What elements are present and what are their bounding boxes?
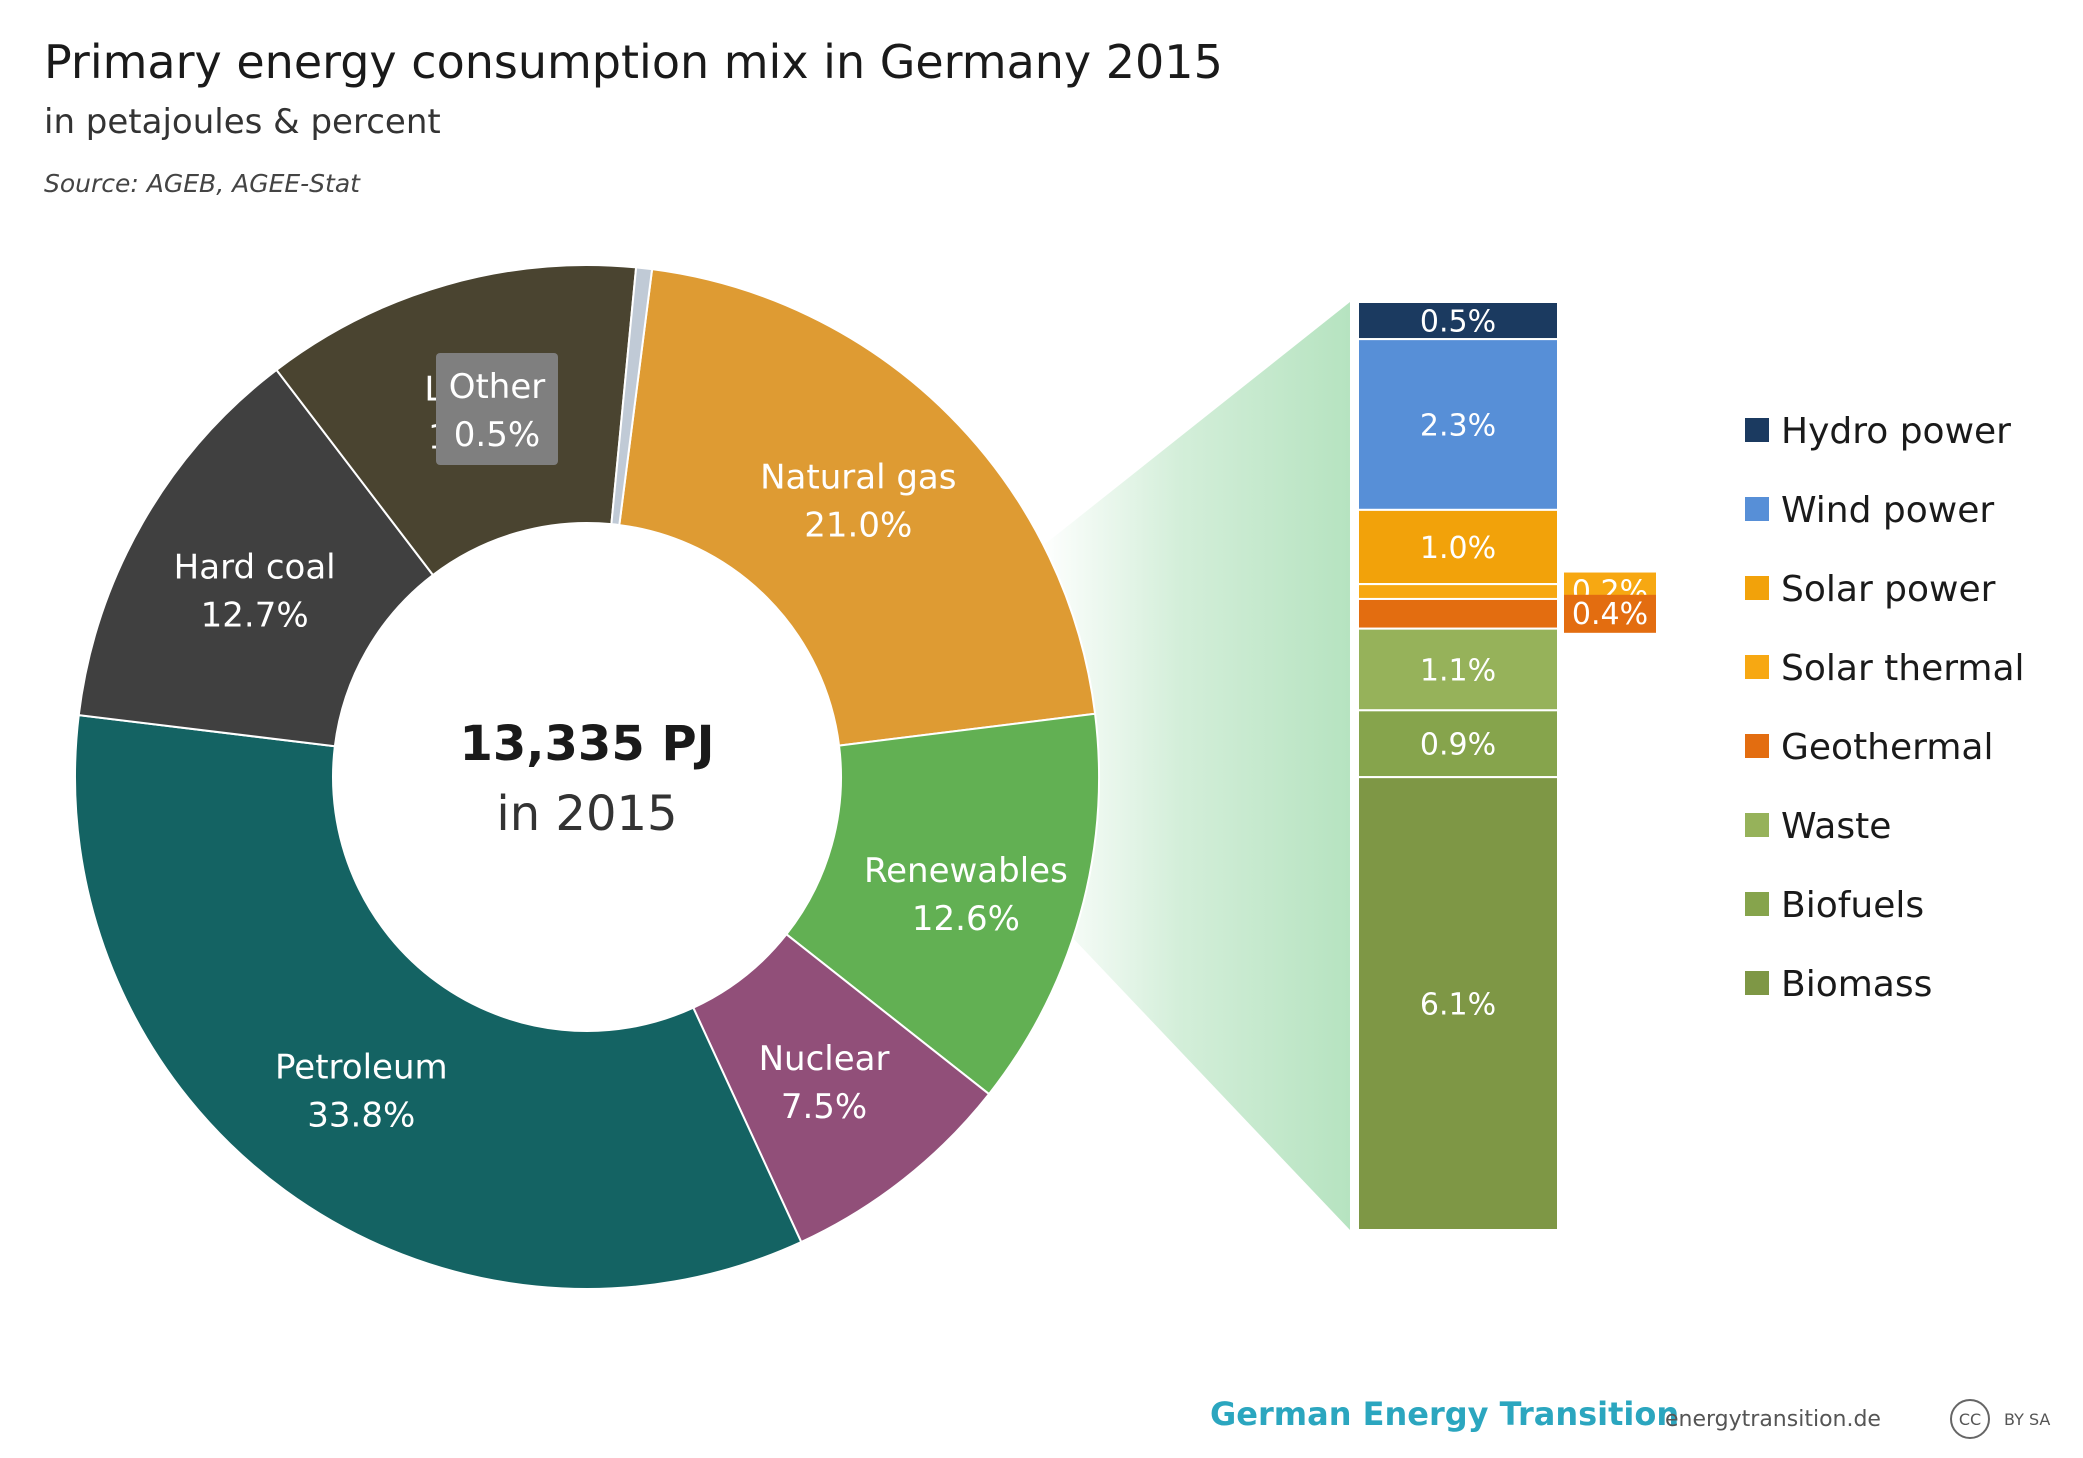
footer-url: energytransition.de xyxy=(1665,1407,1881,1432)
legend: Hydro power Wind power Solar power Solar th… xyxy=(1745,411,2025,1005)
slice-value-nuclear: 7.5% xyxy=(781,1087,867,1127)
legend-swatch-biomass xyxy=(1745,971,1769,995)
donut-slice-renewables xyxy=(785,712,1100,1096)
chart-subtitle: in petajoules & percent xyxy=(44,102,441,142)
footer-brand: German Energy Transition xyxy=(1210,1395,1679,1433)
legend-swatch-solar-power xyxy=(1745,576,1769,600)
center-total: 13,335 PJ xyxy=(460,716,715,772)
slice-name-hard-coal: Hard coal xyxy=(174,548,336,588)
slice-name-petroleum: Petroleum xyxy=(275,1047,448,1087)
center-year: in 2015 xyxy=(496,786,677,842)
bar-value-geothermal: 0.4% xyxy=(1572,597,1648,632)
renewables-stacked-bar: 0.5%2.3%1.0%0.2%0.4%1.1%0.9%6.1% xyxy=(1357,301,1656,1231)
bar-segment-wind-power xyxy=(1357,338,1559,511)
slice-name-renewables: Renewables xyxy=(864,851,1068,891)
slice-value-renewables: 12.6% xyxy=(912,899,1020,939)
slice-label-box-other xyxy=(436,353,558,465)
slice-name-nuclear: Nuclear xyxy=(759,1039,890,1079)
legend-swatch-solar-thermal xyxy=(1745,655,1769,679)
callout-box-geothermal xyxy=(1564,594,1656,633)
bar-value-hydro-power: 0.5% xyxy=(1420,305,1496,340)
bar-segment-waste xyxy=(1357,627,1559,712)
legend-swatch-biofuels xyxy=(1745,892,1769,916)
legend-swatch-waste xyxy=(1745,813,1769,837)
donut-chart: Natural gas 21.0% Renewables 12.6% Nuclear 7.… xyxy=(74,264,1100,1290)
legend-swatch-wind-power xyxy=(1745,497,1769,521)
legend-label-geothermal: Geothermal xyxy=(1781,727,1993,768)
bar-value-solar-power: 1.0% xyxy=(1420,531,1496,566)
slice-value-hard-coal: 12.7% xyxy=(201,596,309,636)
cc-label: CC xyxy=(1959,1410,1981,1429)
slice-value-other: 0.5% xyxy=(454,415,540,455)
bar-segment-geothermal xyxy=(1357,597,1559,630)
cc-license-icon xyxy=(1950,1399,1990,1439)
donut-slice-petroleum xyxy=(74,713,803,1290)
slice-name-natural-gas: Natural gas xyxy=(760,458,956,498)
legend-label-hydro-power: Hydro power xyxy=(1781,411,2011,452)
donut-slice-hard-coal xyxy=(77,368,435,748)
legend-label-solar-power: Solar power xyxy=(1781,569,1996,610)
bar-segment-biomass xyxy=(1357,776,1559,1231)
bar-value-biomass: 6.1% xyxy=(1420,988,1496,1023)
donut-slice-other xyxy=(610,266,654,527)
legend-label-waste: Waste xyxy=(1781,806,1891,847)
legend-label-solar-thermal: Solar thermal xyxy=(1781,648,2025,689)
legend-swatch-hydro-power xyxy=(1745,418,1769,442)
renewables-breakdown-connector xyxy=(1040,302,1350,1230)
slice-name-other: Other xyxy=(449,367,546,407)
bar-segment-solar-thermal xyxy=(1357,583,1559,600)
bar-value-wind-power: 2.3% xyxy=(1420,408,1496,443)
bar-value-biofuels: 0.9% xyxy=(1420,728,1496,763)
bar-value-waste: 1.1% xyxy=(1420,653,1496,688)
legend-label-biomass: Biomass xyxy=(1781,964,1932,1005)
donut-slice-natural-gas xyxy=(618,268,1097,747)
slice-value-petroleum: 33.8% xyxy=(307,1095,415,1135)
chart-source: Source: AGEB, AGEE-Stat xyxy=(44,169,361,198)
slice-value-natural-gas: 21.0% xyxy=(804,506,912,546)
legend-swatch-geothermal xyxy=(1745,734,1769,758)
bar-segment-biofuels xyxy=(1357,709,1559,779)
chart-title: Primary energy consumption mix in German… xyxy=(44,35,1223,89)
bar-segment-hydro-power xyxy=(1357,301,1559,341)
license-label: BY SA xyxy=(2004,1410,2050,1429)
legend-label-biofuels: Biofuels xyxy=(1781,885,1924,926)
legend-label-wind-power: Wind power xyxy=(1781,490,1994,531)
bar-segment-solar-power xyxy=(1357,508,1559,586)
